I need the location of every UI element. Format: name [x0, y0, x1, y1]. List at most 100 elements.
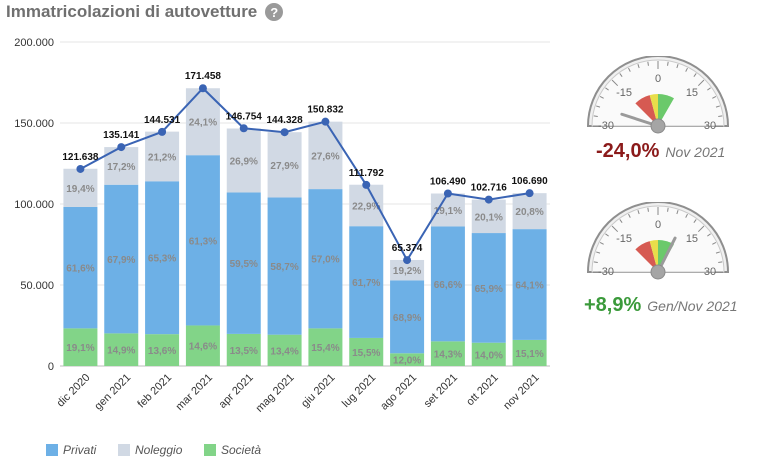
gauge-tick [611, 79, 619, 87]
bar-pct-label: 17,2% [107, 162, 135, 173]
registrations-chart: 0 50.000 100.000 150.000 200.000 19,1% 61,6% 19… [14, 37, 550, 415]
bar-segment-noleggio [471, 199, 506, 234]
bar-segment-privati [267, 197, 302, 335]
bar-segment-privati [185, 155, 220, 326]
bar-pct-label: 15,1% [515, 349, 543, 360]
gauge-band-green [658, 94, 674, 126]
gauge-tick [693, 219, 697, 223]
bar-segment-societa [430, 341, 465, 366]
x-tick-label: lug 2021 [340, 372, 378, 410]
gauge-tick [647, 61, 649, 66]
total-point [484, 195, 493, 204]
help-icon[interactable]: ? [265, 3, 284, 21]
bar-pct-label: 57,0% [311, 255, 339, 266]
bar-pct-label: 59,5% [230, 259, 258, 270]
total-point [280, 128, 289, 137]
y-tick-label: 50.000 [20, 280, 54, 292]
gauge-monthly-dial: -30 -15 0 15 30 [586, 55, 730, 134]
x-tick-label: apr 2021 [217, 372, 256, 411]
total-label: 144.328 [267, 115, 304, 126]
bar-segment-privati [104, 184, 139, 334]
bar-pct-label: 19,4% [66, 184, 94, 195]
bar-pct-label: 58,7% [270, 262, 298, 273]
bar-segment-noleggio [512, 193, 547, 230]
legend-societa[interactable]: Società [204, 443, 261, 457]
bar-segment-noleggio [267, 132, 302, 198]
y-tick-label: 150.000 [14, 118, 54, 130]
total-point [198, 84, 207, 93]
gauge-tick-label: -30 [598, 120, 614, 132]
gauge-tick-label: -30 [598, 266, 614, 278]
page-title: Immatricolazioni di autovetture [6, 2, 258, 21]
y-tick-label: 100.000 [14, 199, 54, 211]
bar-segment-noleggio [145, 131, 180, 182]
bar-pct-label: 61,3% [189, 236, 217, 247]
gauge-tick [605, 87, 609, 91]
gauge-tick-label: 0 [655, 73, 661, 85]
bar-pct-label: 14,9% [107, 346, 135, 357]
gauge-tick [707, 233, 711, 237]
total-label: 150.832 [307, 105, 344, 116]
bar-segment-societa [512, 339, 547, 366]
gauge-tick [667, 61, 669, 66]
gauge-tick [715, 105, 720, 108]
gauge-tick [605, 233, 609, 237]
bar-pct-label: 14,0% [475, 350, 503, 361]
gauge-face [591, 205, 725, 273]
x-tick-label: gen 2021 [92, 372, 133, 413]
gauge-tick [619, 219, 623, 223]
gauge-hub [650, 118, 666, 134]
gauge-ytd-value: +8,9% [584, 294, 642, 316]
total-label: 171.458 [185, 71, 222, 82]
gauge-hub [650, 264, 666, 280]
gauge-tick [637, 210, 640, 215]
gauge-tick [712, 96, 717, 99]
bar-segment-privati [471, 233, 506, 343]
total-label: 65.374 [392, 243, 423, 254]
gauge-tick [685, 213, 688, 218]
bar-pct-label: 21,2% [148, 152, 176, 163]
legend-label-privati: Privati [63, 443, 97, 457]
bar-segment-privati [349, 226, 384, 338]
total-point [362, 180, 371, 189]
total-label: 106.490 [430, 176, 467, 187]
legend-label-societa: Società [221, 443, 262, 457]
bar-segment-societa [390, 353, 425, 366]
bar-segment-societa [308, 328, 343, 366]
bar-segment-societa [267, 334, 302, 366]
bar-pct-label: 61,6% [66, 264, 94, 275]
gauge-tick-label: 30 [704, 120, 716, 132]
bar-segment-societa [471, 342, 506, 366]
bar-segment-societa [145, 334, 180, 366]
total-point [76, 164, 85, 173]
legend-label-noleggio: Noleggio [135, 443, 183, 457]
gauge-tick-label: 30 [704, 266, 716, 278]
bar-pct-label: 61,7% [352, 278, 380, 289]
bar-pct-label: 13,4% [270, 346, 298, 357]
gauge-tick [707, 87, 711, 91]
gauge-monthly-period: Nov 2021 [665, 144, 726, 160]
gauge-tick-label: 15 [686, 233, 698, 245]
bar-segment-societa [349, 337, 384, 366]
bar-segment-noleggio [226, 128, 261, 193]
bar-pct-label: 68,9% [393, 313, 421, 324]
gauge-tick [647, 207, 649, 212]
legend-privati[interactable]: Privati [46, 443, 96, 457]
bar-pct-label: 15,5% [352, 348, 380, 359]
bar-pct-label: 26,9% [230, 156, 258, 167]
total-label: 146.754 [226, 111, 263, 122]
bar-segment-noleggio [308, 121, 343, 190]
gauge-tick [693, 73, 697, 77]
total-label: 111.792 [349, 168, 384, 179]
legend-noleggio[interactable]: Noleggio [118, 443, 182, 457]
gauge-tick [676, 210, 679, 215]
bar-pct-label: 64,1% [515, 281, 543, 292]
gauge-tick [667, 207, 669, 212]
gauge-tick [611, 225, 619, 233]
gauge-tick [712, 242, 717, 245]
x-tick-label: nov 2021 [501, 372, 541, 412]
bar-pct-label: 22,9% [352, 201, 380, 212]
gauge-monthly: -30 -15 0 15 30 -24,0% Nov 2021 [578, 55, 768, 166]
gauge-tick [685, 67, 688, 72]
total-line [79, 86, 530, 263]
